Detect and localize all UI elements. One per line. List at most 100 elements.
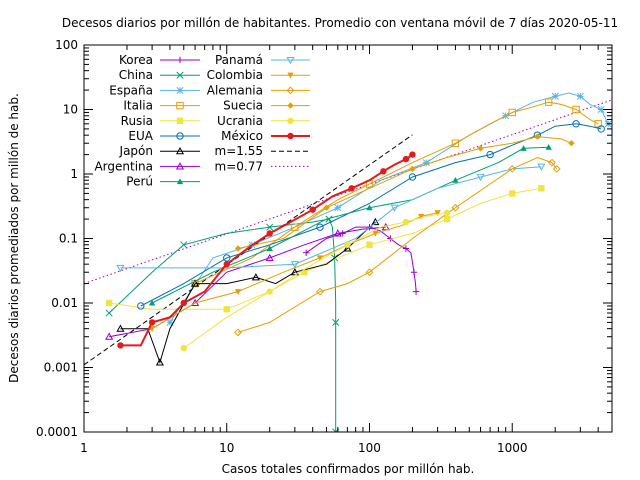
y-tick-label-0: 0.0001 [36,425,78,439]
series-4-point-10 [509,190,516,197]
series-7 [105,222,390,340]
series-line-1 [108,218,337,432]
series-13-point-2 [266,288,273,295]
series-line-5 [140,123,602,307]
series-2-point-4 [334,204,342,212]
series-1 [105,215,340,432]
legend-label-alemania: Alemania [207,83,263,97]
series-13-point-0 [180,344,187,352]
legend-label-ucrania: Ucrania [217,114,263,128]
series-1-point-6 [325,215,333,223]
series-14-point-14 [380,168,387,175]
series-4-point-6 [366,241,373,248]
legend-label-espa-a: España [109,83,153,97]
series-0-point-8 [402,245,410,252]
series-5-point-14 [597,125,605,133]
series-6-point-8 [290,267,299,276]
plot-frame [83,44,613,433]
series-12-point-8 [534,133,541,140]
series-9-point-0 [116,264,125,273]
series-1-point-10 [332,318,340,326]
series-5-point-8 [486,150,494,159]
legend-label-korea: Korea [119,53,153,67]
legend-label-china: China [119,68,153,82]
legend-marker-5 [287,132,294,140]
legend-label-suecia: Suecia [223,99,263,113]
series-8-point-8 [520,145,527,151]
fit-line-0 [84,134,413,366]
series-10-point-6 [372,230,379,237]
series-2-point-10 [551,92,559,100]
legend-marker-7 [175,162,185,170]
series-9-point-2 [290,261,299,269]
series-line-9 [120,166,542,269]
series-1-point-0 [105,309,113,317]
series-9-point-4 [390,204,399,212]
series-2-point-6 [422,159,430,167]
series-7-point-6 [333,229,342,237]
series-8-point-0 [148,299,156,306]
series-7-point-0 [105,332,114,340]
series-14-point-4 [180,299,187,307]
series-8-point-6 [452,177,459,183]
series-12-point-10 [568,140,575,147]
y-tick-label-5: 10 [63,103,78,117]
series-4-point-0 [105,299,113,307]
series-2-point-14 [597,105,605,114]
series-6-point-10 [343,244,352,252]
series-6 [116,217,380,366]
series-4-point-4 [301,269,308,276]
series-11-point-6 [451,203,460,212]
fit-line-1 [84,99,612,285]
series-9 [116,163,546,273]
series-14-point-17 [409,151,416,158]
series-11-point-11 [552,164,561,173]
series-14-point-0 [117,342,124,349]
series-6-point-6 [251,273,260,281]
series-8-point-4 [366,204,373,211]
y-tick-label-6: 100 [55,38,78,52]
legend-marker-2 [176,86,184,94]
series-2 [166,92,612,326]
x-tick-label-1: 10 [219,441,234,455]
series-4 [105,185,545,313]
legend-marker-8 [176,178,184,185]
series-2-point-12 [576,92,584,100]
series-5-point-12 [572,120,580,128]
legend-label-argentina: Argentina [94,159,153,173]
series-10-point-8 [417,213,425,220]
series-6-point-4 [191,279,200,287]
series-4-point-8 [443,215,451,223]
series-3-point-12 [572,105,580,114]
series-10-point-4 [316,255,324,262]
legend-label-colombia: Colombia [207,68,263,82]
series-line-8 [151,146,549,304]
series-line-3 [194,101,599,285]
series-5-point-0 [137,302,145,310]
series-9-point-6 [476,173,485,182]
series-13 [180,209,451,352]
legend-marker-1 [176,71,184,79]
series-10-point-2 [234,289,242,295]
series-11-point-0 [234,328,242,337]
legend-label-per-: Perú [126,175,153,189]
plot-lines [84,92,612,432]
legend-marker-4 [176,117,184,124]
legend-label-m-xico: México [221,129,263,143]
series-8-point-9 [545,144,552,150]
series-11-point-2 [316,287,324,296]
legend-label-jap-n: Japón [119,144,153,158]
series-8-point-2 [266,245,273,252]
legend-label-m-1-55: m=1.55 [215,144,263,158]
legend-marker-6 [175,146,185,155]
legend-marker-2 [286,86,295,95]
series-line-13 [183,212,448,349]
series-1-point-4 [266,223,274,231]
series-4-point-2 [223,306,230,313]
series-14-point-12 [348,185,355,192]
series-11-point-10 [548,158,556,167]
legend-marker-0 [176,56,184,64]
series-0-point-12 [412,288,420,295]
series-8 [148,144,552,306]
